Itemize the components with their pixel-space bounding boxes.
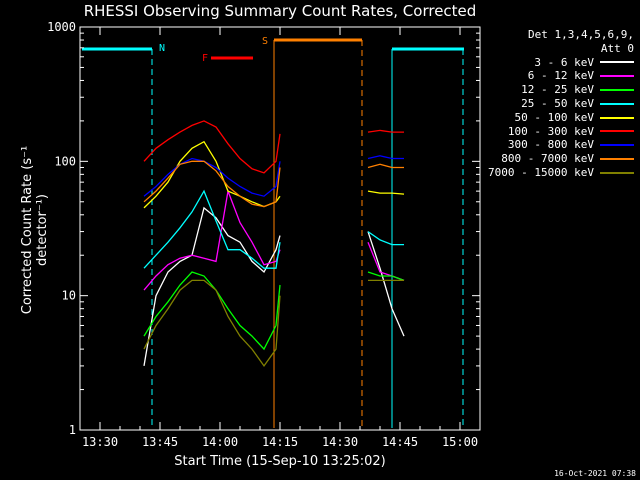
legend-swatch: [600, 75, 634, 78]
x-tick-label: 13:45: [142, 435, 178, 449]
series-line-800-7000-kev: [143, 160, 404, 208]
legend-swatch: [600, 144, 634, 147]
generation-timestamp: 16-Oct-2021 07:38: [554, 469, 636, 478]
series-line-300-800-kev: [143, 155, 404, 197]
legend-entry: 50 - 100 keV: [474, 111, 634, 125]
legend-label: 6 - 12 keV: [527, 69, 594, 83]
legend-label: 7000 - 15000 keV: [488, 165, 594, 179]
legend-header-attenuator: Att 0: [600, 41, 634, 55]
series-line-100-300-kev: [143, 120, 404, 174]
chart-title: RHESSI Observing Summary Count Rates, Co…: [83, 2, 477, 20]
series-line-7000-15000-kev: [143, 279, 404, 368]
flag-label-f: F: [202, 53, 208, 64]
y-tick-label: 10: [62, 289, 76, 303]
legend-label: 100 - 300 keV: [507, 124, 594, 138]
legend-entry: 6 - 12 keV: [474, 69, 634, 83]
flag-label-s: S: [262, 36, 268, 47]
legend-label: 800 - 7000 keV: [501, 152, 594, 166]
legend-label: 50 - 100 keV: [514, 110, 594, 124]
legend: Det 1,3,4,5,6,9, Att 0 3 - 6 keV 6 - 12 k…: [474, 28, 634, 180]
legend-entry: 25 - 50 keV: [474, 97, 634, 111]
y-tick-label: 100: [54, 154, 76, 168]
legend-label: 12 - 25 keV: [521, 83, 594, 97]
legend-entry: 3 - 6 keV: [474, 56, 634, 70]
legend-swatch: [600, 61, 634, 64]
x-tick-label: 15:00: [442, 435, 478, 449]
legend-swatch: [600, 102, 634, 105]
legend-entry: 7000 - 15000 keV: [474, 166, 634, 180]
x-tick-label: 14:30: [322, 435, 358, 449]
series-line-3-6-kev: [143, 206, 405, 367]
legend-label: 300 - 800 keV: [507, 138, 594, 152]
x-axis-label: Start Time (15-Sep-10 13:25:02): [174, 454, 386, 469]
legend-swatch: [600, 116, 634, 119]
flag-label-n: N: [159, 43, 165, 54]
legend-entry: 800 - 7000 keV: [474, 152, 634, 166]
x-tick-label: 13:30: [82, 435, 118, 449]
legend-swatch: [600, 89, 634, 92]
plot-axes: 13:30 13:45 14:00 14:15 14:30 14:45 15:00 1 10 10…: [47, 20, 481, 449]
legend-swatch: [600, 171, 634, 174]
legend-entry: 300 - 800 keV: [474, 138, 634, 152]
series-line-25-50-kev: [143, 189, 404, 269]
legend-header-detectors: Det 1,3,4,5,6,9,: [528, 28, 634, 41]
x-tick-label: 14:00: [202, 435, 238, 449]
y-tick-label: 1000: [47, 20, 76, 34]
legend-swatch: [600, 158, 634, 161]
legend-swatch: [600, 130, 634, 133]
legend-label: 3 - 6 keV: [534, 55, 594, 69]
legend-label: 25 - 50 keV: [521, 96, 594, 110]
plot-frame: [79, 26, 481, 431]
y-tick-label: 1: [69, 423, 76, 437]
y-axis-label: Corrected Count Rate (s⁻¹ detector⁻¹): [20, 145, 50, 315]
x-tick-label: 14:45: [382, 435, 418, 449]
legend-entry: 100 - 300 keV: [474, 125, 634, 139]
x-tick-label: 14:15: [262, 435, 298, 449]
legend-entry: 12 - 25 keV: [474, 83, 634, 97]
